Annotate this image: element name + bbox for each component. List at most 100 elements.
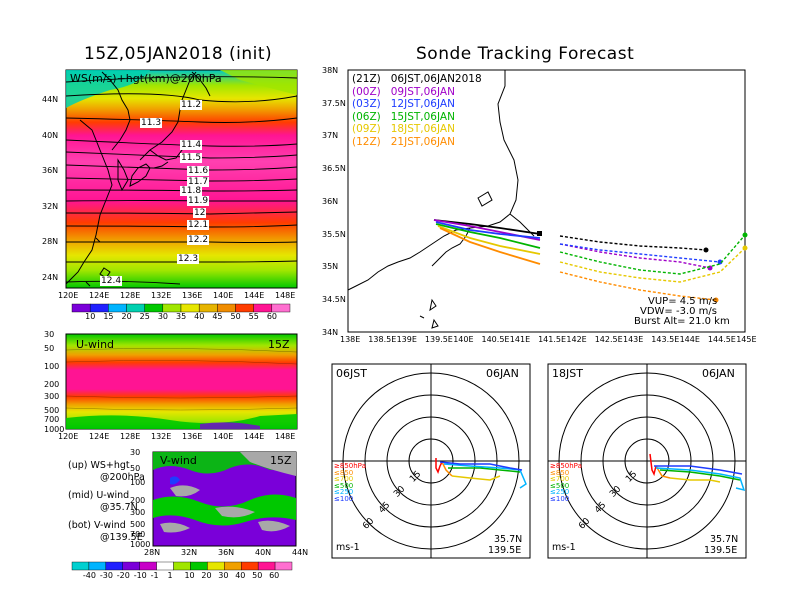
map-lat-tick: 40N bbox=[42, 130, 59, 140]
vdw-readout: VDW= -3.0 m/s bbox=[640, 306, 717, 317]
colorbar-swatch bbox=[198, 303, 218, 313]
map-lat-tick: 24N bbox=[42, 272, 59, 282]
track-lon-tick: 139E bbox=[396, 335, 417, 344]
map-lon-tick: 144E bbox=[244, 291, 265, 300]
track-legend-entry: (21Z) 06JST,06JAN2018 bbox=[352, 73, 482, 85]
vwind-colorbar-swatch bbox=[190, 561, 208, 571]
map-lat-tick: 28N bbox=[42, 237, 59, 246]
colorbar-tick: 20 bbox=[121, 312, 132, 321]
vwind-lat-tick: 28N bbox=[144, 548, 161, 557]
track-lon-tick: 139.5E bbox=[424, 335, 453, 344]
colorbar-tick: 55 bbox=[248, 312, 259, 321]
track-legend-entry: (00Z) 09JST,06JAN bbox=[352, 86, 455, 98]
track-lat-tick: 35N bbox=[322, 262, 339, 272]
hodo-left-units: ms-1 bbox=[336, 542, 360, 553]
map-lon-tick: 124E bbox=[89, 291, 110, 300]
vwind-lat-tick: 36N bbox=[218, 548, 235, 557]
uwind-lon-tick: 132E bbox=[151, 432, 172, 441]
track-legend-time: 06JST,06JAN2018 bbox=[390, 73, 482, 85]
colorbar-swatch bbox=[253, 303, 273, 313]
uwind-lon-tick: 120E bbox=[58, 432, 79, 441]
contour-label: 11.3 bbox=[140, 118, 163, 128]
track-lat-tick: 35.5N bbox=[322, 229, 346, 239]
track-lon-tick: 142E bbox=[566, 335, 587, 344]
map-lon-tick: 148E bbox=[275, 291, 296, 300]
track-legend-code: (03Z) bbox=[352, 98, 381, 110]
note-bot: (bot) V-wind bbox=[68, 520, 126, 531]
colorbar-swatch bbox=[71, 303, 91, 313]
vwind-lat-tick: 44N bbox=[292, 548, 309, 557]
track-line bbox=[435, 223, 541, 249]
hodo-level-label: ≥850hPa bbox=[550, 462, 582, 470]
hodo-level-label: ≥850hPa bbox=[334, 462, 366, 470]
track-lat-tick: 38N bbox=[322, 66, 339, 75]
vwind-colorbar-tick: 30 bbox=[218, 571, 229, 580]
track-forecast-line bbox=[559, 234, 746, 275]
contour-label: 12.3 bbox=[177, 254, 200, 264]
track-legend-entry: (09Z) 18JST,06JAN bbox=[352, 123, 455, 135]
track-forecast-line bbox=[559, 235, 707, 251]
hodo-right-time: 18JST bbox=[552, 367, 583, 380]
launch-marker bbox=[537, 231, 542, 236]
vwind-colorbar-swatch bbox=[173, 561, 191, 571]
colorbar-tick: 35 bbox=[176, 312, 187, 321]
track-legend-time: 15JST,06JAN bbox=[390, 110, 455, 123]
vwind-pressure-tick: 1000 bbox=[130, 540, 151, 549]
track-legend-code: (21Z) bbox=[352, 73, 381, 85]
uwind-pressure-tick: 200 bbox=[44, 380, 60, 389]
track-legend-code: (09Z) bbox=[352, 123, 381, 135]
contour-label: 11.7 bbox=[187, 177, 210, 187]
vwind-colorbar-swatch bbox=[105, 561, 123, 571]
hodo-level-label: ≤500 bbox=[334, 481, 354, 490]
colorbar-tick: 15 bbox=[103, 312, 114, 321]
track-legend-time: 12JST,06JAN bbox=[390, 98, 455, 110]
vwind-colorbar bbox=[71, 561, 293, 571]
map-lon-tick: 140E bbox=[213, 291, 234, 300]
track-legend-entry: (03Z) 12JST,06JAN bbox=[352, 98, 455, 110]
vwind-colorbar-tick: -1 bbox=[150, 571, 159, 580]
track-legend-code: (00Z) bbox=[352, 85, 381, 98]
hodo-left-date: 06JAN bbox=[486, 367, 519, 380]
contour-label: 12.4 bbox=[100, 276, 123, 286]
vwind-lat-tick: 32N bbox=[181, 548, 198, 557]
colorbar-tick: 60 bbox=[266, 312, 278, 321]
colorbar-tick: 50 bbox=[230, 312, 241, 321]
track-legend-code: (12Z) bbox=[352, 135, 381, 148]
map-colorbar bbox=[71, 303, 291, 313]
vwind-colorbar-tick: 20 bbox=[201, 571, 212, 580]
track-endpoint bbox=[742, 232, 748, 238]
map-lon-tick: 128E bbox=[120, 291, 141, 300]
vwind-pressure-tick: 30 bbox=[130, 448, 141, 457]
vwind-colorbar-swatch bbox=[88, 561, 107, 571]
vwind-colorbar-tick: 10 bbox=[184, 571, 195, 580]
track-lon-tick: 138.5E bbox=[368, 335, 397, 344]
contour-label: 11.2 bbox=[180, 100, 203, 110]
track-lon-tick: 143.5E bbox=[651, 335, 680, 344]
track-forecast-line bbox=[559, 243, 721, 263]
vwind-pressure-tick: 100 bbox=[130, 478, 146, 487]
contour-label: 11.6 bbox=[187, 166, 210, 176]
uwind-label: U-wind bbox=[76, 338, 115, 351]
vwind-colorbar-tick: 50 bbox=[252, 571, 263, 580]
hodo-right-lon: 139.5E bbox=[704, 545, 738, 556]
track-forecast-line bbox=[559, 247, 746, 283]
vwind-colorbar-swatch bbox=[257, 561, 276, 571]
vup-readout: VUP= 4.5 m/s bbox=[648, 296, 718, 307]
hodo-level-label: ≤850 bbox=[550, 468, 570, 477]
track-line bbox=[439, 227, 541, 265]
vwind-colorbar-swatch bbox=[241, 561, 259, 571]
track-legend-time: 21JST,06JAN bbox=[390, 135, 455, 148]
hodo-level-label: ≤700 bbox=[550, 475, 570, 483]
track-lon-tick: 141E bbox=[509, 335, 531, 344]
track-lon-tick: 144.5E bbox=[707, 335, 736, 344]
uwind-pressure-tick: 100 bbox=[44, 362, 60, 371]
note-up: (up) WS+hgt bbox=[68, 460, 130, 471]
track-lon-tick: 138E bbox=[340, 335, 361, 344]
hodo-right-units: ms-1 bbox=[552, 542, 576, 553]
uwind-pressure-tick: 1000 bbox=[44, 425, 65, 434]
track-legend-entry: (12Z) 21JST,06JAN bbox=[352, 136, 455, 148]
colorbar-swatch bbox=[162, 303, 182, 313]
hodo-left-time: 06JST bbox=[336, 367, 367, 380]
vwind-colorbar-tick: 1 bbox=[167, 571, 173, 580]
colorbar-tick: 45 bbox=[212, 312, 223, 321]
